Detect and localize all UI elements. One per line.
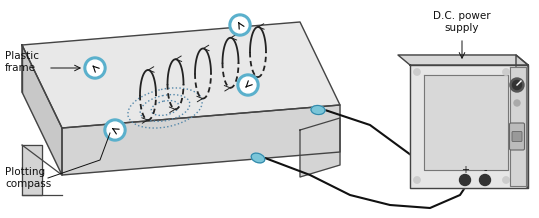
Text: Plotting
compass: Plotting compass bbox=[5, 167, 51, 189]
FancyBboxPatch shape bbox=[512, 131, 522, 141]
Circle shape bbox=[510, 78, 524, 92]
Circle shape bbox=[413, 177, 420, 184]
Circle shape bbox=[513, 80, 522, 90]
Circle shape bbox=[107, 122, 123, 138]
FancyBboxPatch shape bbox=[509, 123, 524, 150]
Circle shape bbox=[413, 68, 420, 75]
Ellipse shape bbox=[311, 106, 325, 114]
Circle shape bbox=[240, 77, 256, 93]
Polygon shape bbox=[424, 75, 508, 170]
Polygon shape bbox=[300, 118, 340, 177]
Polygon shape bbox=[410, 65, 528, 188]
Text: D.C. power
supply: D.C. power supply bbox=[433, 11, 491, 33]
Circle shape bbox=[480, 174, 490, 186]
Polygon shape bbox=[510, 67, 526, 186]
Polygon shape bbox=[62, 105, 340, 175]
Circle shape bbox=[237, 74, 259, 96]
Circle shape bbox=[460, 174, 471, 186]
Circle shape bbox=[87, 60, 103, 76]
Ellipse shape bbox=[251, 153, 265, 163]
Polygon shape bbox=[22, 145, 42, 195]
Text: Plastic
frame: Plastic frame bbox=[5, 51, 39, 73]
Polygon shape bbox=[516, 55, 528, 188]
Circle shape bbox=[229, 14, 251, 36]
Circle shape bbox=[84, 57, 106, 79]
Circle shape bbox=[502, 177, 509, 184]
Polygon shape bbox=[22, 22, 340, 128]
Polygon shape bbox=[22, 45, 62, 175]
Text: +: + bbox=[461, 165, 469, 175]
Circle shape bbox=[514, 100, 520, 106]
Polygon shape bbox=[398, 55, 528, 65]
Circle shape bbox=[232, 17, 248, 33]
Circle shape bbox=[104, 119, 126, 141]
Text: -: - bbox=[483, 165, 487, 175]
Circle shape bbox=[502, 68, 509, 75]
